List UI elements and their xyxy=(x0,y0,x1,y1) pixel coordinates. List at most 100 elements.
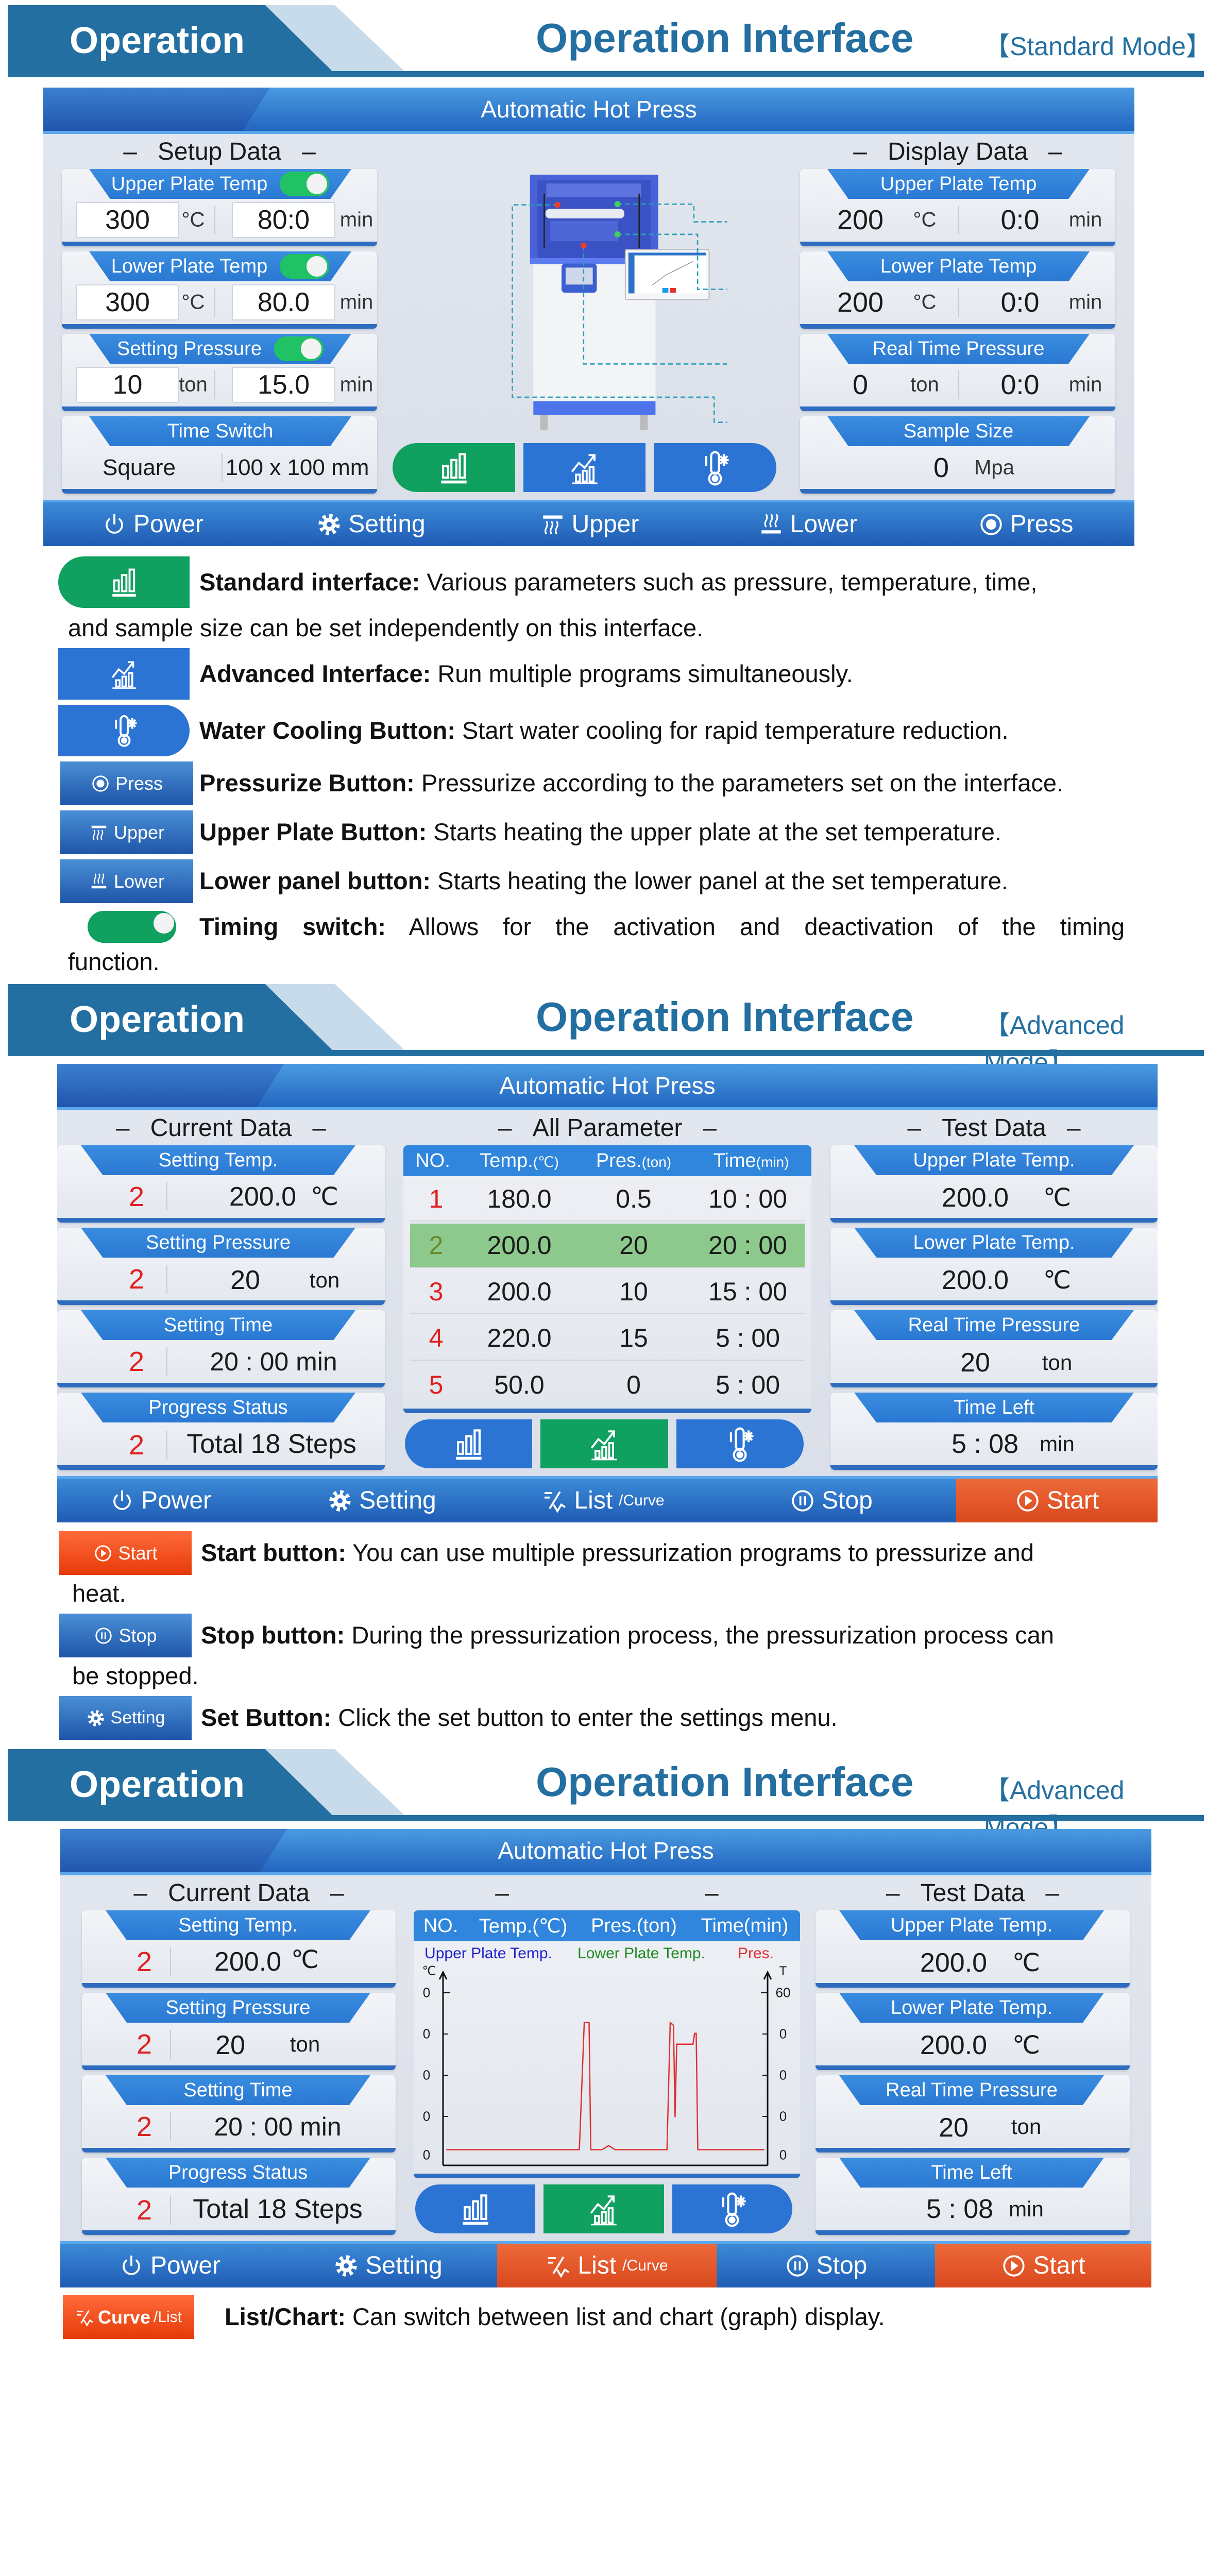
unit-label: min xyxy=(1068,373,1102,396)
value: 200.0 xyxy=(941,1265,1009,1295)
row-temp: 200.0 xyxy=(487,1231,552,1260)
divider xyxy=(958,370,959,399)
unit-label: ton xyxy=(290,2032,320,2056)
pressure-input[interactable]: 10 xyxy=(76,367,179,403)
setup-data-title: Setup Data xyxy=(157,138,282,165)
list-curve-button[interactable]: List/Curve xyxy=(500,1479,706,1522)
gear-icon xyxy=(316,512,342,537)
stop-button[interactable]: Stop xyxy=(717,2244,935,2287)
standard-interface-button[interactable] xyxy=(405,1419,533,1468)
mode-switch-group xyxy=(393,443,777,492)
divider xyxy=(214,370,215,399)
upper-plate-description: Upper Plate Button: Starts heating the u… xyxy=(199,818,1001,846)
start-button[interactable]: Start xyxy=(935,2244,1151,2287)
card-title-text: Upper Plate Temp xyxy=(111,173,268,195)
upper-plate-button[interactable]: Upper xyxy=(480,502,699,546)
value: 200 xyxy=(837,205,884,235)
power-button[interactable]: Power xyxy=(60,2244,279,2287)
row-number: 1 xyxy=(429,1184,444,1213)
list-curve-button[interactable]: List/Curve xyxy=(497,2244,717,2287)
size-value[interactable]: 100 x 100 mm xyxy=(225,455,369,480)
standard-interface-description-cont: and sample size can be set independently… xyxy=(68,614,704,641)
row-pres: 15 xyxy=(619,1324,648,1352)
timing-toggle[interactable] xyxy=(274,336,324,361)
header-mode: 【Standard Mode】 xyxy=(984,32,1206,61)
setting-button[interactable]: Setting xyxy=(279,2244,497,2287)
title-bar: Automatic Hot Press xyxy=(57,1064,1158,1110)
card-title: Upper Plate Temp xyxy=(89,169,351,199)
press-button[interactable]: Press xyxy=(917,502,1134,546)
test-data-heading: – Test Data – xyxy=(907,1114,1081,1142)
button-label: Start xyxy=(118,1542,158,1564)
water-cooling-icon xyxy=(695,448,735,487)
divider xyxy=(166,1431,167,1460)
lower-temp-input[interactable]: 300 xyxy=(76,284,179,320)
list-curve-icon xyxy=(542,1488,568,1514)
header-tag: Operation xyxy=(70,999,245,1040)
table-row[interactable]: 5 50.0 0 5 : 00 xyxy=(410,1363,805,1407)
water-cooling-button[interactable] xyxy=(672,2184,792,2233)
all-parameter-heading: – All Parameter – xyxy=(498,1114,717,1142)
lower-heat-icon xyxy=(758,512,784,537)
setting-button[interactable]: Setting xyxy=(263,1479,500,1522)
bottom-toolbar: Power Setting List/Curve Stop Start xyxy=(57,1476,1158,1522)
gear-icon xyxy=(86,1708,106,1728)
setting-button[interactable]: Setting xyxy=(262,502,480,546)
timing-toggle[interactable] xyxy=(280,254,330,279)
shape-value[interactable]: Square xyxy=(103,455,176,480)
table-row[interactable]: 3 200.0 10 15 : 00 xyxy=(410,1270,805,1314)
lower-time-input[interactable]: 80.0 xyxy=(232,284,335,320)
advanced-interface-button[interactable] xyxy=(543,2184,664,2233)
water-cooling-button[interactable] xyxy=(676,1419,804,1468)
water-cooling-icon xyxy=(106,713,142,749)
water-cooling-description: Water Cooling Button: Start water coolin… xyxy=(199,717,1009,744)
upper-time-input[interactable]: 80:0 xyxy=(232,202,335,238)
standard-interface-button[interactable] xyxy=(393,443,515,492)
stop-description-cont: be stopped. xyxy=(72,1662,199,1689)
button-label: Stop xyxy=(816,2252,868,2279)
hot-press-machine-illustration xyxy=(512,174,727,430)
advanced-interface-icon-button xyxy=(58,648,190,700)
step-number: 2 xyxy=(136,2111,152,2142)
power-button[interactable]: Power xyxy=(57,1479,263,1522)
water-cooling-button[interactable] xyxy=(654,443,777,492)
upper-temp-input[interactable]: 300 xyxy=(76,202,179,238)
timing-toggle[interactable] xyxy=(280,172,330,196)
advanced-interface-button[interactable] xyxy=(540,1419,668,1468)
curve-panel: NO. Temp.(℃) Pres.(ton) Time(min) Upper … xyxy=(414,1910,800,2178)
lower-plate-button[interactable]: Lower xyxy=(699,502,917,546)
button-label: Power xyxy=(150,2252,221,2279)
value: 20 : 00 min xyxy=(210,1347,337,1376)
start-button[interactable]: Start xyxy=(956,1479,1158,1522)
value: 20 xyxy=(960,1348,990,1378)
row-number: 2 xyxy=(429,1231,444,1260)
power-icon xyxy=(109,1488,135,1514)
table-row-selected[interactable]: 2 200.0 20 20 : 00 xyxy=(410,1224,805,1268)
description-text: Can switch between list and chart (graph… xyxy=(346,2303,885,2330)
advanced-interface-button[interactable] xyxy=(523,443,646,492)
table-row[interactable]: 1 180.0 0.5 10 : 00 xyxy=(410,1177,805,1222)
button-label: Lower xyxy=(790,511,858,538)
table-row[interactable]: 4 220.0 15 5 : 00 xyxy=(410,1316,805,1361)
description-text: Starts heating the lower panel at the se… xyxy=(431,867,1008,894)
row-time: 10 : 00 xyxy=(708,1184,787,1213)
button-label: Start xyxy=(1046,1487,1099,1514)
description-label: Standard interface: xyxy=(199,568,420,596)
unit-label: ton xyxy=(910,373,939,396)
divider xyxy=(170,2196,171,2225)
stop-button[interactable]: Stop xyxy=(706,1479,956,1522)
right-tick-label: 0 xyxy=(779,2067,787,2083)
standard-interface-button[interactable] xyxy=(415,2184,536,2233)
press-icon-button: Press xyxy=(60,761,193,805)
header-title: Operation Interface xyxy=(536,1759,914,1805)
right-tick-label: 0 xyxy=(779,2147,787,2163)
bar-chart-icon xyxy=(456,2190,495,2229)
description-text: Start water cooling for rapid temperatur… xyxy=(455,717,1009,744)
display-card-lower-plate-temp: Lower Plate Temp 200 °C 0:0 min xyxy=(800,251,1115,329)
pressure-time-input[interactable]: 15.0 xyxy=(232,367,335,403)
trend-chart-icon xyxy=(584,2190,623,2229)
standard-interface-icon-button xyxy=(58,556,190,608)
test-card-time-left: Time Left 5 : 08 min xyxy=(816,2158,1130,2235)
power-button[interactable]: Power xyxy=(43,502,262,546)
description-label: Upper Plate Button: xyxy=(199,818,427,845)
